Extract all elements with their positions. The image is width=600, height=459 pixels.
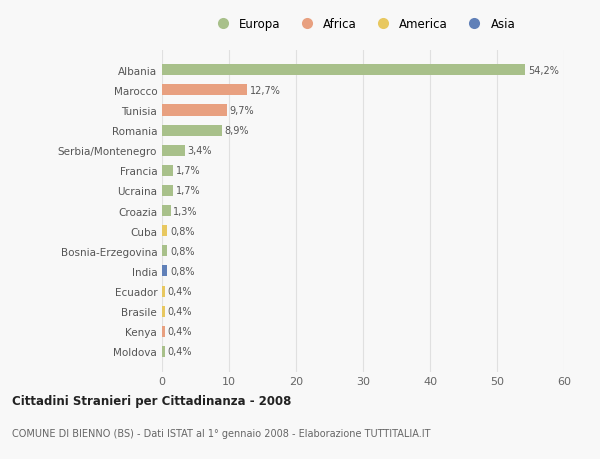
Bar xyxy=(162,266,167,277)
Text: 12,7%: 12,7% xyxy=(250,86,281,95)
Text: 1,7%: 1,7% xyxy=(176,166,200,176)
Text: 3,4%: 3,4% xyxy=(187,146,212,156)
Bar xyxy=(162,246,167,257)
Text: 1,3%: 1,3% xyxy=(173,206,198,216)
Bar xyxy=(162,286,164,297)
Text: COMUNE DI BIENNO (BS) - Dati ISTAT al 1° gennaio 2008 - Elaborazione TUTTITALIA.: COMUNE DI BIENNO (BS) - Dati ISTAT al 1°… xyxy=(12,428,431,438)
Bar xyxy=(162,146,185,157)
Bar xyxy=(162,65,525,76)
Bar xyxy=(162,125,221,136)
Bar xyxy=(162,185,173,196)
Bar xyxy=(162,326,164,337)
Bar xyxy=(162,105,227,116)
Legend: Europa, Africa, America, Asia: Europa, Africa, America, Asia xyxy=(211,18,515,31)
Bar xyxy=(162,226,167,237)
Text: 0,8%: 0,8% xyxy=(170,266,194,276)
Bar xyxy=(162,206,171,217)
Text: 8,9%: 8,9% xyxy=(224,126,249,136)
Text: Cittadini Stranieri per Cittadinanza - 2008: Cittadini Stranieri per Cittadinanza - 2… xyxy=(12,394,292,407)
Text: 1,7%: 1,7% xyxy=(176,186,200,196)
Text: 0,4%: 0,4% xyxy=(167,307,192,317)
Text: 0,8%: 0,8% xyxy=(170,226,194,236)
Text: 9,7%: 9,7% xyxy=(230,106,254,116)
Text: 0,4%: 0,4% xyxy=(167,347,192,357)
Bar xyxy=(162,85,247,96)
Text: 0,8%: 0,8% xyxy=(170,246,194,256)
Text: 54,2%: 54,2% xyxy=(528,66,559,76)
Text: 0,4%: 0,4% xyxy=(167,286,192,297)
Bar xyxy=(162,165,173,177)
Text: 0,4%: 0,4% xyxy=(167,327,192,336)
Bar xyxy=(162,306,164,317)
Bar xyxy=(162,346,164,357)
